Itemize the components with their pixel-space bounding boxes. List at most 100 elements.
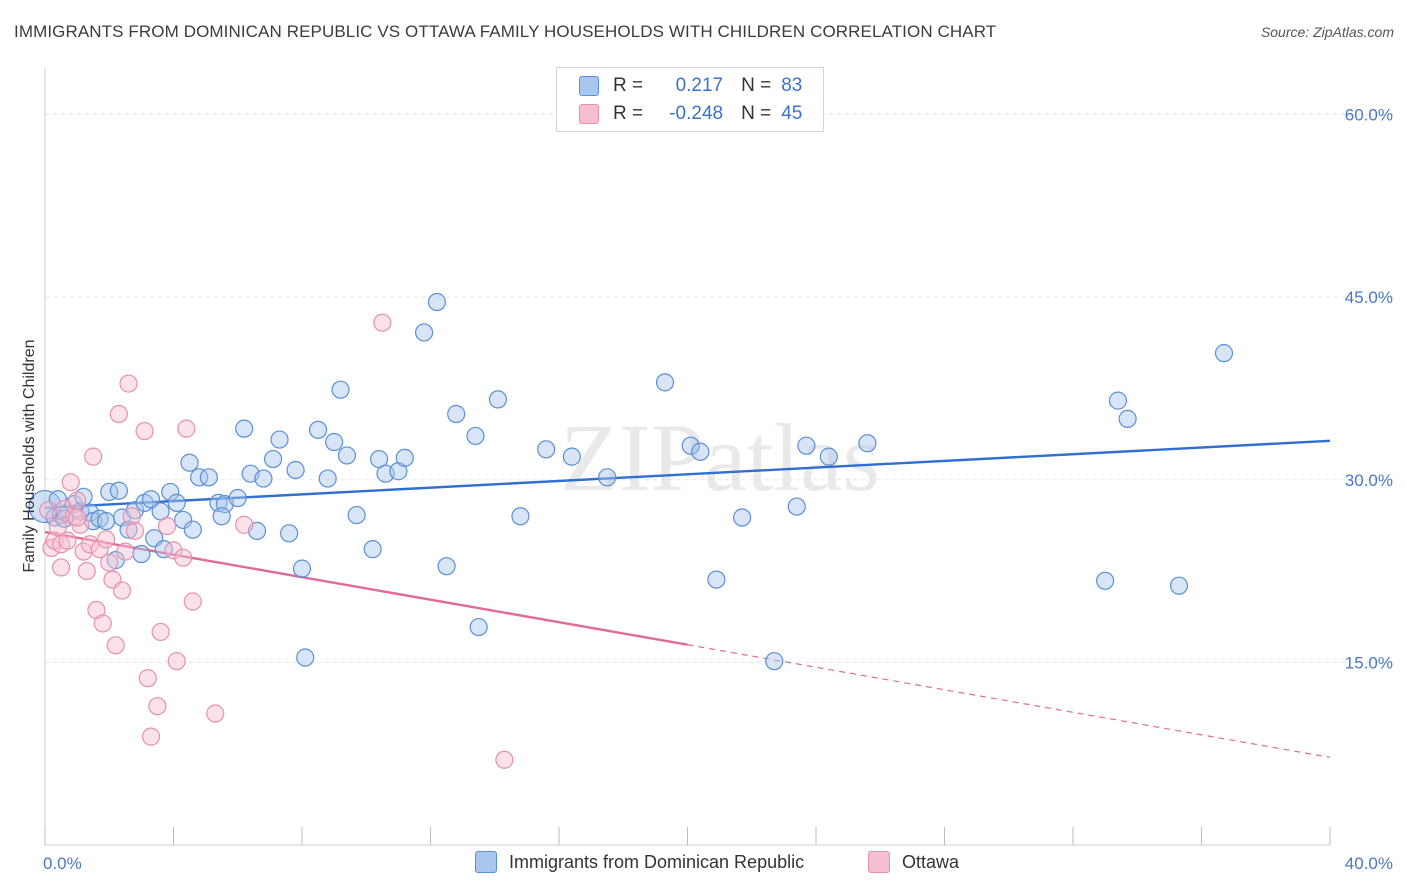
- blue-point: [469, 617, 488, 637]
- pink-point: [122, 507, 141, 526]
- series-legend: Immigrants from Dominican Republic Ottaw…: [0, 851, 1406, 877]
- pink-point: [157, 516, 177, 536]
- blue-point: [819, 447, 838, 466]
- blue-point: [488, 390, 508, 409]
- blue-point: [263, 449, 283, 469]
- trend-line-solid: [44, 439, 1331, 509]
- blue-point: [1214, 344, 1234, 363]
- blue-point: [174, 510, 193, 530]
- pink-point: [68, 491, 87, 510]
- pink-point: [61, 473, 80, 492]
- pink-point: [373, 313, 392, 332]
- blue-point: [537, 440, 556, 459]
- blue-point: [161, 482, 180, 502]
- blue-point: [707, 570, 726, 589]
- blue-point: [347, 505, 366, 525]
- blue-point: [235, 419, 254, 438]
- blue-point: [190, 468, 209, 487]
- pink-point: [167, 652, 186, 671]
- legend-row-pink: R = -0.248 N = 45: [579, 101, 802, 127]
- pink-point: [90, 540, 109, 559]
- legend-item-series1: Immigrants from Dominican Republic: [475, 851, 804, 873]
- pink-point: [135, 421, 154, 441]
- y-tick-label: 30.0%: [1345, 471, 1393, 490]
- blue-point: [141, 490, 161, 509]
- blue-point: [154, 540, 173, 559]
- pink-point: [96, 530, 116, 549]
- blue-swatch-icon: [475, 851, 497, 873]
- blue-point: [511, 507, 530, 526]
- blue-point: [254, 469, 273, 488]
- blue-point: [296, 648, 315, 667]
- data-points: [28, 109, 1234, 769]
- axes: [44, 68, 1331, 846]
- pink-point: [151, 622, 170, 642]
- blue-point: [292, 559, 312, 578]
- blue-point: [733, 508, 752, 527]
- blue-point: [109, 481, 128, 500]
- pink-point: [55, 499, 74, 519]
- blue-point: [655, 373, 675, 392]
- pink-point: [495, 750, 514, 769]
- r-label: R =: [613, 103, 644, 124]
- blue-point: [1096, 571, 1115, 590]
- pink-point: [183, 592, 202, 611]
- y-tick-label: 15.0%: [1345, 653, 1393, 672]
- pink-point: [112, 581, 132, 600]
- blue-point: [132, 544, 151, 564]
- pink-point: [125, 521, 145, 540]
- blue-point: [797, 436, 816, 455]
- tick-labels: 15.0% 30.0% 45.0% 60.0% 0.0% 40.0%: [43, 106, 1393, 873]
- blue-point: [318, 469, 337, 488]
- blue-point: [308, 420, 328, 439]
- blue-point: [691, 442, 710, 461]
- blue-point: [280, 524, 299, 543]
- blue-point: [427, 292, 447, 312]
- blue-point: [765, 652, 784, 671]
- legend-row-blue: R = 0.217 N = 83: [579, 73, 802, 99]
- n-label: N =: [741, 103, 772, 124]
- blue-point: [787, 497, 806, 516]
- pink-point: [174, 548, 193, 567]
- pink-point: [148, 697, 167, 716]
- blue-point: [337, 446, 357, 465]
- y-axis-label: Family Households with Children: [21, 340, 38, 573]
- stats-legend: R = 0.217 N = 83 R = -0.248 N = 45: [556, 67, 824, 132]
- chart-title: IMMIGRANTS FROM DOMINICAN REPUBLIC VS OT…: [14, 22, 997, 41]
- trend-line-dashed: [687, 644, 1331, 758]
- pink-point: [141, 727, 161, 746]
- n-value: 45: [781, 103, 803, 124]
- legend-item-series2: Ottawa: [868, 851, 959, 873]
- blue-point: [183, 520, 202, 539]
- pink-point: [39, 501, 58, 520]
- r-value: 0.217: [675, 75, 724, 96]
- y-tick-label: 45.0%: [1345, 288, 1393, 307]
- legend-label-series2: Ottawa: [902, 851, 960, 872]
- blue-point: [598, 468, 617, 487]
- blue-point: [414, 323, 434, 342]
- blue-point: [96, 512, 116, 531]
- blue-point: [228, 488, 247, 508]
- pink-swatch-icon: [868, 851, 890, 873]
- blue-point: [363, 540, 382, 559]
- pink-point: [177, 419, 196, 438]
- blue-point: [331, 380, 350, 399]
- blue-point: [209, 493, 228, 512]
- pink-point: [93, 614, 112, 633]
- blue-point: [270, 430, 289, 449]
- pink-point: [138, 669, 157, 688]
- pink-point: [84, 447, 103, 466]
- blue-point: [447, 404, 466, 424]
- pink-swatch-icon: [579, 104, 599, 124]
- blue-point: [562, 447, 581, 466]
- blue-point: [212, 507, 231, 526]
- legend-label-series1: Immigrants from Dominican Republic: [509, 851, 805, 872]
- pink-point: [77, 561, 96, 581]
- blue-point: [1108, 391, 1128, 410]
- blue-point: [119, 520, 138, 539]
- trend-line-solid: [44, 530, 688, 646]
- blue-point: [395, 448, 414, 467]
- x-tick-label: 0.0%: [43, 854, 82, 873]
- pink-point: [106, 636, 125, 655]
- chart-source: Source: ZipAtlas.com: [1260, 24, 1394, 40]
